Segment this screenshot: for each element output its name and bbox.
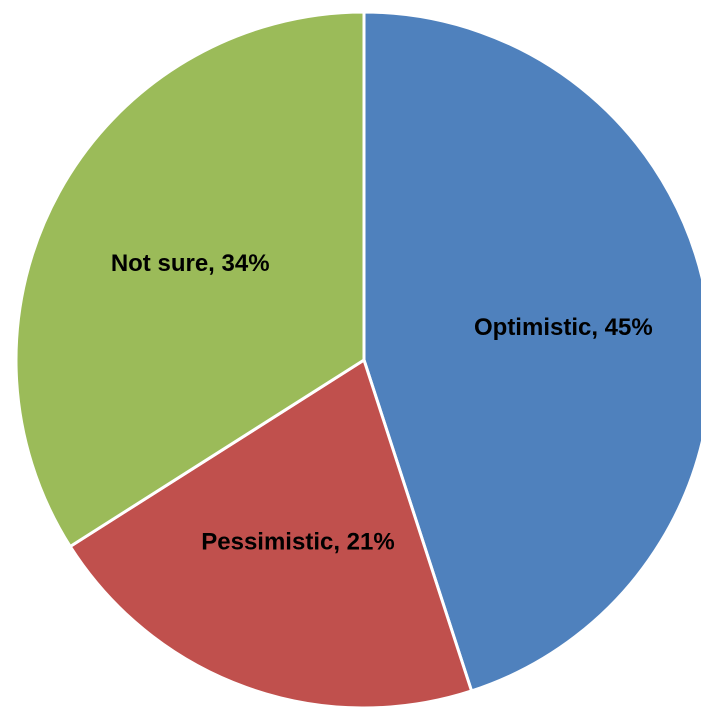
pie-slices [14, 10, 701, 707]
data-label-optimistic: Optimistic, 45% [474, 314, 653, 341]
data-label-not-sure: Not sure, 34% [111, 250, 270, 277]
pie-slice-not-sure [14, 10, 366, 549]
pie-labels: Optimistic, 45% Pessimistic, 21% Not sure,… [111, 250, 653, 556]
pie-slice-optimistic [362, 10, 701, 693]
pie-slice-pessimistic [68, 357, 474, 707]
data-label-pessimistic: Pessimistic, 21% [201, 529, 394, 556]
